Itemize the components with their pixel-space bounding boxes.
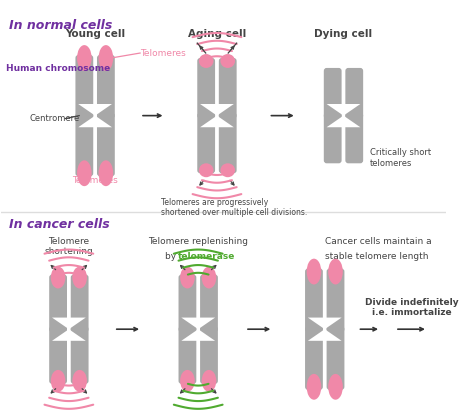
- Polygon shape: [52, 329, 86, 341]
- Ellipse shape: [73, 370, 87, 392]
- FancyBboxPatch shape: [324, 68, 342, 118]
- Text: Telomere replenishing: Telomere replenishing: [148, 237, 248, 246]
- Text: Telomeres: Telomeres: [72, 176, 118, 185]
- FancyBboxPatch shape: [49, 326, 67, 384]
- Text: by: by: [165, 252, 179, 261]
- Text: Telomeres are progressively
shortened over multiple cell divisions.: Telomeres are progressively shortened ov…: [161, 198, 307, 218]
- Ellipse shape: [220, 54, 235, 68]
- Ellipse shape: [199, 163, 213, 177]
- Polygon shape: [200, 104, 234, 116]
- Ellipse shape: [220, 163, 235, 177]
- Ellipse shape: [180, 370, 195, 392]
- Ellipse shape: [77, 160, 91, 186]
- Ellipse shape: [307, 374, 321, 400]
- FancyBboxPatch shape: [179, 274, 196, 332]
- Polygon shape: [327, 104, 360, 116]
- FancyBboxPatch shape: [75, 113, 93, 176]
- Polygon shape: [200, 116, 234, 127]
- Polygon shape: [78, 116, 112, 127]
- Text: Human chromosome: Human chromosome: [6, 65, 110, 73]
- FancyBboxPatch shape: [75, 55, 93, 118]
- Ellipse shape: [51, 266, 65, 289]
- FancyBboxPatch shape: [324, 113, 342, 163]
- Text: Young cell: Young cell: [65, 29, 125, 39]
- FancyBboxPatch shape: [71, 274, 89, 332]
- Ellipse shape: [201, 370, 216, 392]
- Text: stable telomere length: stable telomere length: [325, 252, 428, 261]
- Text: Critically short
telomeres: Critically short telomeres: [370, 148, 431, 168]
- FancyBboxPatch shape: [200, 326, 218, 384]
- Polygon shape: [182, 329, 215, 341]
- Ellipse shape: [201, 266, 216, 289]
- FancyBboxPatch shape: [219, 113, 237, 173]
- Ellipse shape: [51, 370, 65, 392]
- FancyBboxPatch shape: [346, 113, 363, 163]
- Text: Telomere
shortening: Telomere shortening: [45, 237, 93, 256]
- FancyBboxPatch shape: [200, 274, 218, 332]
- FancyBboxPatch shape: [197, 113, 215, 173]
- Polygon shape: [308, 329, 342, 341]
- FancyBboxPatch shape: [197, 58, 215, 118]
- FancyBboxPatch shape: [305, 269, 323, 332]
- Ellipse shape: [73, 266, 87, 289]
- FancyBboxPatch shape: [327, 269, 345, 332]
- Text: Telomeres: Telomeres: [140, 48, 186, 58]
- FancyBboxPatch shape: [49, 274, 67, 332]
- FancyBboxPatch shape: [97, 113, 115, 176]
- Text: In cancer cells: In cancer cells: [9, 218, 109, 231]
- Text: Cancer cells maintain a: Cancer cells maintain a: [325, 237, 431, 246]
- FancyBboxPatch shape: [327, 326, 345, 390]
- Polygon shape: [182, 318, 215, 329]
- Text: telomerase: telomerase: [178, 252, 235, 261]
- FancyBboxPatch shape: [179, 326, 196, 384]
- FancyBboxPatch shape: [71, 326, 89, 384]
- Ellipse shape: [99, 45, 113, 71]
- Text: Centromere: Centromere: [29, 114, 80, 123]
- Ellipse shape: [307, 259, 321, 284]
- Ellipse shape: [99, 160, 113, 186]
- Text: Divide indefinitely
i.e. immortalize: Divide indefinitely i.e. immortalize: [365, 298, 459, 317]
- Ellipse shape: [199, 54, 213, 68]
- FancyBboxPatch shape: [97, 55, 115, 118]
- Polygon shape: [308, 318, 342, 329]
- Polygon shape: [78, 104, 112, 116]
- Text: Dying cell: Dying cell: [314, 29, 373, 39]
- Ellipse shape: [77, 45, 91, 71]
- FancyBboxPatch shape: [305, 326, 323, 390]
- Polygon shape: [52, 318, 86, 329]
- Text: Aging cell: Aging cell: [188, 29, 246, 39]
- Polygon shape: [327, 116, 360, 127]
- Ellipse shape: [180, 266, 195, 289]
- Text: .: .: [334, 268, 337, 276]
- Text: In normal cells: In normal cells: [9, 19, 112, 32]
- Ellipse shape: [328, 259, 343, 284]
- Ellipse shape: [328, 374, 343, 400]
- FancyBboxPatch shape: [219, 58, 237, 118]
- FancyBboxPatch shape: [346, 68, 363, 118]
